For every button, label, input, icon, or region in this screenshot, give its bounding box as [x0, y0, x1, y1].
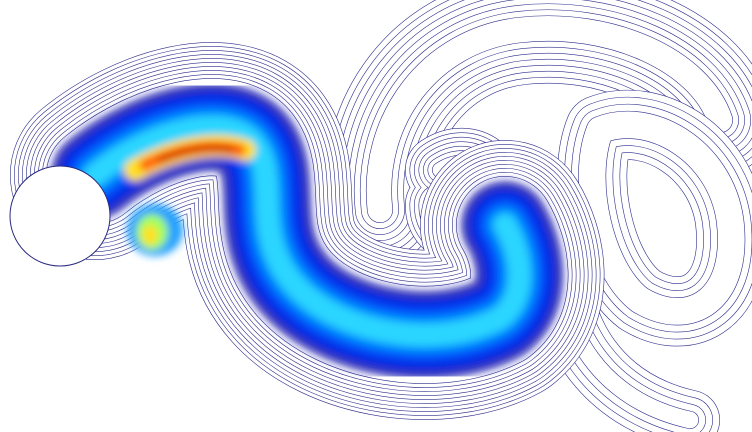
contour-gap — [578, 111, 745, 325]
hot-band — [157, 145, 235, 163]
core-band — [84, 116, 531, 346]
cylinder — [9, 165, 111, 267]
contour-gap — [366, 16, 733, 223]
secondary-core — [142, 225, 158, 245]
vorticity-core — [51, 83, 564, 379]
